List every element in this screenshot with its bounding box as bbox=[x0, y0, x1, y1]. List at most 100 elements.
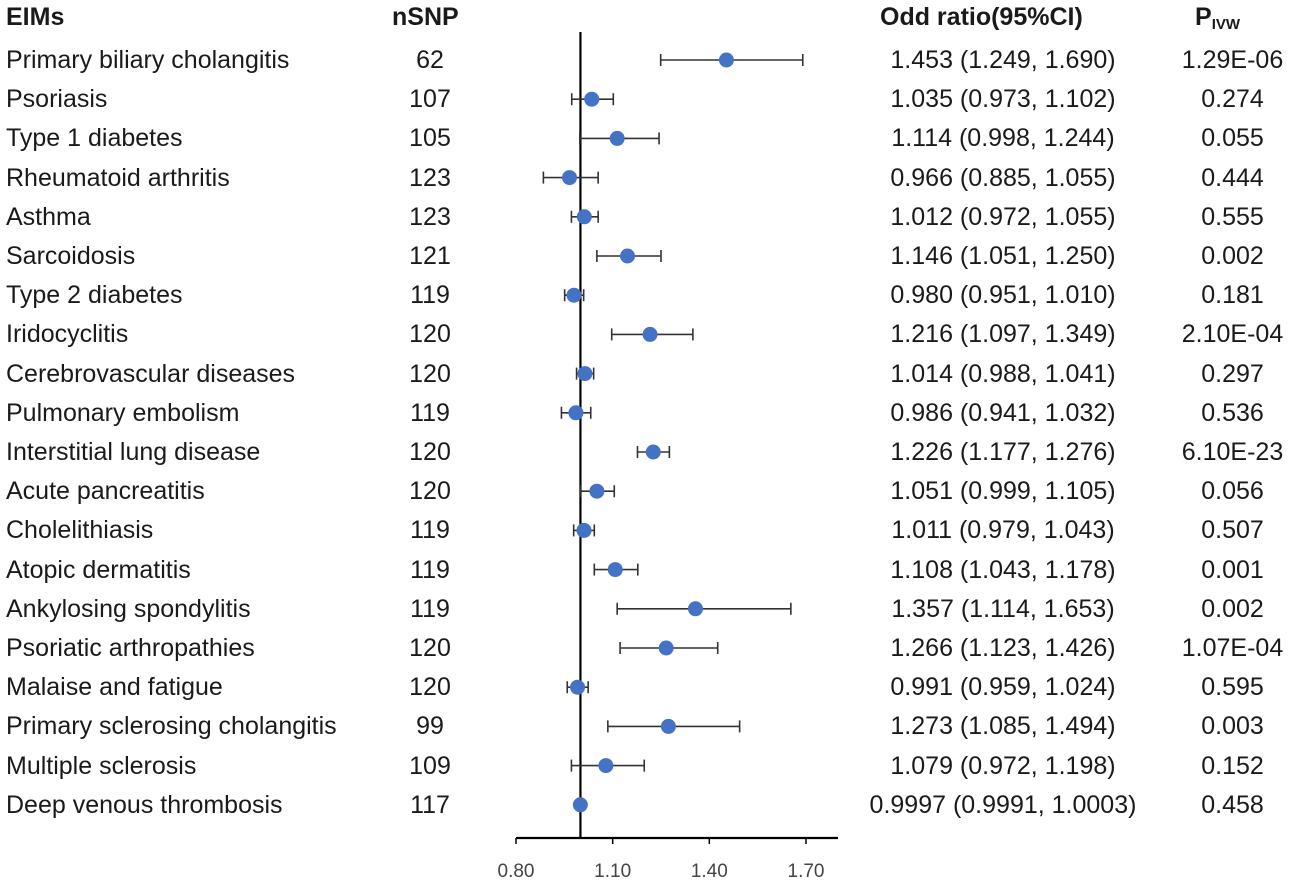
row-name: Ankylosing spondylitis bbox=[6, 594, 251, 623]
row-p-ivw: 0.056 bbox=[1201, 477, 1264, 506]
row-p-ivw: 0.595 bbox=[1201, 673, 1264, 702]
row-or-ci: 1.216 (1.097, 1.349) bbox=[890, 320, 1116, 349]
row-p-ivw: 1.29E-06 bbox=[1181, 46, 1284, 74]
header-odd-ratio: Odd ratio(95%CI) bbox=[880, 3, 1083, 31]
row-p-ivw: 0.181 bbox=[1201, 281, 1264, 310]
row-name: Asthma bbox=[6, 202, 91, 231]
row-name: Primary sclerosing cholangitis bbox=[6, 712, 337, 741]
or-point bbox=[577, 366, 593, 382]
row-name: Type 1 diabetes bbox=[6, 124, 183, 153]
row-p-ivw: 2.10E-04 bbox=[1181, 320, 1284, 349]
row-nsnp: 120 bbox=[409, 359, 451, 388]
row-or-ci: 1.108 (1.043, 1.178) bbox=[890, 555, 1116, 584]
header-p-sub: IVW bbox=[1211, 16, 1241, 33]
row-or-ci: 0.991 (0.959, 1.024) bbox=[890, 673, 1116, 702]
row-or-ci: 1.357 (1.114, 1.653) bbox=[891, 594, 1115, 623]
row-p-ivw: 0.274 bbox=[1201, 85, 1264, 114]
or-point bbox=[619, 248, 635, 264]
row-nsnp: 120 bbox=[409, 438, 451, 466]
or-point bbox=[660, 718, 676, 734]
row-name: Psoriatic arthropathies bbox=[6, 634, 255, 662]
row-p-ivw: 0.444 bbox=[1201, 163, 1264, 192]
header-eims: EIMs bbox=[6, 3, 65, 31]
row-name: Pulmonary embolism bbox=[6, 398, 240, 427]
row-or-ci: 1.014 (0.988, 1.041) bbox=[890, 359, 1116, 388]
or-point bbox=[658, 640, 674, 656]
header-p-ivw: PIVW bbox=[1195, 2, 1240, 40]
row-p-ivw: 0.055 bbox=[1201, 124, 1264, 153]
or-point bbox=[576, 209, 592, 225]
row-name: Atopic dermatitis bbox=[6, 555, 191, 584]
row-p-ivw: 0.555 bbox=[1201, 202, 1264, 231]
row-nsnp: 119 bbox=[410, 594, 450, 623]
row-nsnp: 120 bbox=[409, 477, 451, 506]
row-nsnp: 117 bbox=[410, 790, 450, 819]
row-p-ivw: 0.001 bbox=[1201, 555, 1264, 584]
row-name: Malaise and fatigue bbox=[6, 673, 223, 702]
row-or-ci: 0.986 (0.941, 1.032) bbox=[890, 398, 1116, 427]
row-name: Cerebrovascular diseases bbox=[6, 359, 296, 388]
or-point bbox=[576, 522, 592, 538]
row-nsnp: 109 bbox=[409, 751, 451, 780]
row-p-ivw: 0.003 bbox=[1201, 712, 1264, 741]
or-point bbox=[645, 444, 661, 460]
row-nsnp: 121 bbox=[409, 242, 451, 270]
row-nsnp: 119 bbox=[410, 555, 450, 584]
row-or-ci: 1.051 (0.999, 1.105) bbox=[890, 477, 1116, 506]
or-point bbox=[687, 601, 703, 617]
x-tick-label: 1.40 bbox=[691, 861, 728, 881]
row-or-ci: 0.966 (0.885, 1.055) bbox=[890, 163, 1116, 192]
row-nsnp: 62 bbox=[416, 46, 444, 74]
row-nsnp: 120 bbox=[409, 634, 451, 662]
row-p-ivw: 0.297 bbox=[1201, 359, 1264, 388]
row-nsnp: 123 bbox=[409, 163, 451, 192]
row-name: Iridocyclitis bbox=[6, 320, 129, 349]
or-point bbox=[584, 91, 600, 107]
row-name: Primary biliary cholangitis bbox=[6, 46, 290, 74]
row-name: Type 2 diabetes bbox=[6, 281, 183, 310]
or-point bbox=[570, 679, 586, 695]
or-point bbox=[607, 562, 623, 578]
row-nsnp: 119 bbox=[410, 398, 450, 427]
row-p-ivw: 6.10E-23 bbox=[1181, 438, 1284, 466]
row-or-ci: 1.011 (0.979, 1.043) bbox=[891, 516, 1115, 545]
row-or-ci: 1.266 (1.123, 1.426) bbox=[890, 634, 1116, 662]
row-or-ci: 0.9997 (0.9991, 1.0003) bbox=[869, 790, 1137, 819]
or-point bbox=[566, 287, 582, 303]
row-or-ci: 1.079 (0.972, 1.198) bbox=[890, 751, 1116, 780]
row-or-ci: 1.273 (1.085, 1.494) bbox=[890, 712, 1116, 741]
row-p-ivw: 0.002 bbox=[1201, 594, 1264, 623]
row-or-ci: 1.012 (0.972, 1.055) bbox=[890, 202, 1116, 231]
or-point bbox=[598, 758, 614, 774]
row-nsnp: 99 bbox=[416, 712, 444, 741]
row-p-ivw: 0.152 bbox=[1201, 751, 1264, 780]
row-or-ci: 1.453 (1.249, 1.690) bbox=[890, 46, 1116, 74]
header-nsnp: nSNP bbox=[392, 3, 459, 31]
row-nsnp: 123 bbox=[409, 202, 451, 231]
x-tick-label: 0.80 bbox=[498, 861, 535, 881]
x-tick-label: 1.10 bbox=[594, 861, 631, 881]
row-name: Psoriasis bbox=[6, 85, 108, 114]
row-or-ci: 1.035 (0.973, 1.102) bbox=[890, 85, 1116, 114]
row-name: Rheumatoid arthritis bbox=[6, 163, 230, 192]
row-nsnp: 107 bbox=[409, 85, 451, 114]
x-tick-label: 1.70 bbox=[788, 861, 825, 881]
row-p-ivw: 0.458 bbox=[1201, 790, 1264, 819]
or-point bbox=[568, 405, 584, 421]
or-point bbox=[561, 170, 577, 186]
header-p-main: P bbox=[1195, 3, 1212, 31]
row-nsnp: 120 bbox=[409, 320, 451, 349]
or-point bbox=[572, 797, 588, 813]
row-name: Interstitial lung disease bbox=[6, 438, 261, 466]
row-or-ci: 1.226 (1.177, 1.276) bbox=[890, 438, 1116, 466]
row-nsnp: 119 bbox=[410, 516, 450, 545]
row-nsnp: 105 bbox=[409, 124, 451, 153]
row-p-ivw: 0.507 bbox=[1201, 516, 1264, 545]
row-or-ci: 1.114 (0.998, 1.244) bbox=[891, 124, 1115, 153]
row-or-ci: 1.146 (1.051, 1.250) bbox=[890, 242, 1116, 270]
row-name: Sarcoidosis bbox=[6, 242, 136, 270]
row-nsnp: 119 bbox=[410, 281, 450, 310]
or-point bbox=[642, 326, 658, 342]
row-p-ivw: 1.07E-04 bbox=[1181, 634, 1284, 662]
